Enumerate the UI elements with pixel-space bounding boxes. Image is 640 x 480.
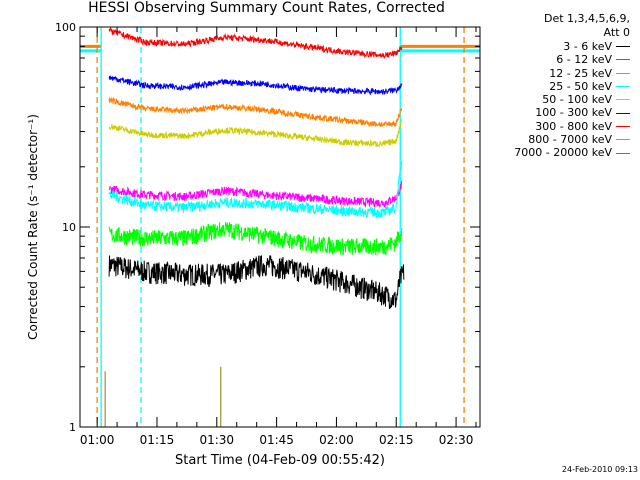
legend-swatch-5	[616, 112, 630, 114]
x-tick-label-4: 02:00	[319, 433, 354, 447]
series-line-0	[108, 255, 405, 310]
legend-swatch-3	[616, 86, 630, 88]
x-tick-label-6: 02:30	[439, 433, 474, 447]
legend-entry-2: 12 - 25 keV	[514, 67, 630, 80]
x-tick-label-2: 01:30	[199, 433, 234, 447]
series-line-1	[108, 180, 403, 209]
series-line-4	[108, 119, 403, 148]
x-tick-label-3: 01:45	[259, 433, 294, 447]
legend-swatch-6	[616, 125, 630, 127]
y-tick-label-0: 1	[69, 421, 76, 434]
y-tick-label-2: 100	[55, 21, 76, 34]
legend-label-4: 50 - 100 keV	[542, 93, 612, 107]
legend-swatch-8	[616, 152, 630, 154]
series-line-2	[108, 222, 403, 256]
legend-entry-7: 800 - 7000 keV	[514, 133, 630, 146]
x-tick-label-5: 02:15	[379, 433, 414, 447]
legend-label-8: 7000 - 20000 keV	[514, 146, 612, 160]
chart-title: HESSI Observing Summary Count Rates, Cor…	[88, 0, 445, 16]
legend-label-0: 3 - 6 keV	[563, 40, 612, 53]
legend: Det 1,3,4,5,6,9, Att 0 3 - 6 keV 6 - 12 k…	[514, 12, 630, 160]
legend-entry-4: 50 - 100 keV	[514, 93, 630, 106]
legend-header-detectors: Det 1,3,4,5,6,9,	[543, 12, 630, 25]
legend-swatch-7	[616, 139, 630, 141]
x-axis-label: Start Time (04-Feb-09 00:55:42)	[175, 453, 385, 468]
y-axis-label: Corrected Count Rate (s⁻¹ detector⁻¹)	[26, 114, 40, 340]
legend-label-3: 25 - 50 keV	[549, 79, 612, 93]
legend-label-6: 300 - 800 keV	[535, 119, 612, 133]
y-tick-label-1: 10	[62, 221, 76, 234]
legend-header-attenuator: Att 0	[603, 26, 630, 39]
legend-entry-8: 7000 - 20000 keV	[514, 146, 630, 159]
legend-swatch-2	[616, 72, 630, 74]
legend-swatch-4	[616, 99, 630, 101]
legend-entry-3: 25 - 50 keV	[514, 80, 630, 93]
legend-entry-1: 6 - 12 keV	[514, 53, 630, 66]
legend-entry-5: 100 - 300 keV	[514, 106, 630, 119]
x-tick-label-1: 01:15	[140, 433, 175, 447]
series-line-6	[108, 26, 403, 59]
legend-label-5: 100 - 300 keV	[535, 106, 612, 120]
legend-swatch-0	[616, 46, 630, 48]
legend-label-7: 800 - 7000 keV	[528, 133, 612, 147]
legend-swatch-1	[616, 59, 630, 61]
legend-entry-6: 300 - 800 keV	[514, 120, 630, 133]
legend-label-1: 6 - 12 keV	[556, 53, 612, 67]
generation-timestamp: 24-Feb-2010 09:13	[561, 465, 638, 474]
legend-entry-0: 3 - 6 keV	[514, 40, 630, 53]
series-line-3	[108, 160, 403, 219]
series-line-7	[108, 96, 403, 128]
legend-label-2: 12 - 25 keV	[549, 66, 612, 80]
x-tick-label-0: 01:00	[80, 433, 115, 447]
legend-entries: 3 - 6 keV 6 - 12 keV 12 - 25 keV 25 - 50 ke…	[514, 40, 630, 160]
series-line-5	[108, 75, 403, 96]
